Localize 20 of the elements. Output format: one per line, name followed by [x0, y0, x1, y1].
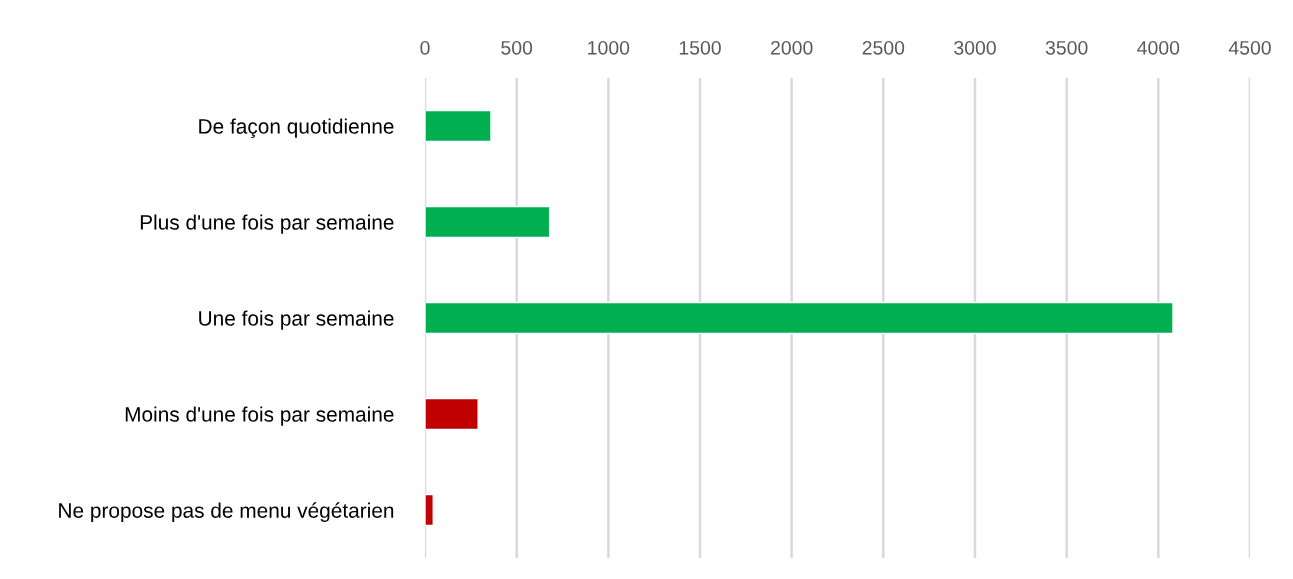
- x-tick-label: 4000: [1137, 40, 1180, 55]
- x-tick-label: 4500: [1228, 40, 1271, 55]
- x-tick-label: 3000: [954, 40, 996, 55]
- x-tick-label: 3500: [1045, 40, 1088, 55]
- y-tick-label: Une fois par semaine: [199, 310, 394, 330]
- x-tick-label: 0: [420, 40, 430, 55]
- bar: [425, 205, 551, 239]
- bar: [425, 397, 479, 431]
- x-tick-label: 1500: [679, 40, 721, 55]
- y-tick-label: Plus d'une fois par semaine: [140, 214, 394, 234]
- x-tick-label: 500: [501, 40, 533, 55]
- y-tick-label: Moins d'une fois par semaine: [125, 406, 394, 426]
- bar: [425, 301, 1174, 335]
- bar: [425, 109, 492, 143]
- y-tick-label: De façon quotidienne: [199, 118, 394, 138]
- y-tick-label: Ne propose pas de menu végétarien: [59, 502, 394, 522]
- x-tick-label: 2500: [862, 40, 905, 55]
- bar: [425, 493, 434, 527]
- x-tick-label: 2000: [771, 40, 813, 55]
- x-tick-label: 1000: [588, 40, 630, 55]
